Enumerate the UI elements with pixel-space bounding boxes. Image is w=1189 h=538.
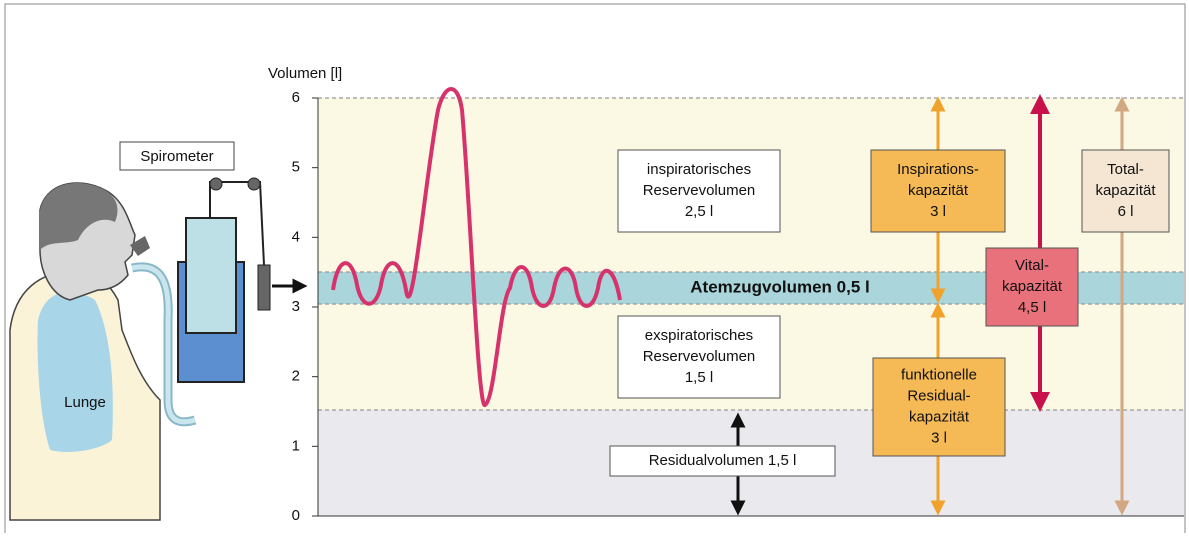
box-text: kapazität <box>1002 278 1063 295</box>
box-text: kapazität <box>1095 182 1156 199</box>
box-text: Total- <box>1107 161 1144 178</box>
y-tick-label: 4 <box>292 228 300 245</box>
illustration: Spirometer Lunge <box>9 141 308 521</box>
pulley <box>247 177 261 191</box>
box-text: 4,5 l <box>1018 299 1046 316</box>
spirometer-box <box>119 141 235 171</box>
lung-label: Lunge <box>64 394 106 411</box>
cord <box>209 181 265 266</box>
box-text: 6 l <box>1118 203 1134 220</box>
label-box <box>609 445 836 477</box>
box-text: exspiratorisches <box>645 327 753 344</box>
box-text: 3 l <box>931 429 947 446</box>
breathing-curve <box>331 87 622 408</box>
frame <box>4 3 1186 538</box>
box-text: 3 l <box>930 203 946 220</box>
box-text: 2,5 l <box>685 203 713 220</box>
box-text: Reservevolumen <box>643 182 756 199</box>
box-text: kapazität <box>909 408 970 425</box>
y-tick-label: 6 <box>292 89 300 106</box>
nose-clip <box>130 236 150 256</box>
y-tick-label: 1 <box>292 437 300 454</box>
y-tick-label: 5 <box>292 159 300 176</box>
box-text: Residual- <box>907 387 970 404</box>
bell <box>185 217 237 334</box>
box-text: funktionelle <box>901 366 977 383</box>
box-text: Vital- <box>1015 257 1049 274</box>
lung <box>37 291 113 452</box>
spirometer-label: Spirometer <box>140 148 213 165</box>
label-box <box>872 357 1006 457</box>
tidal-label: Atemzugvolumen 0,5 l <box>690 277 869 296</box>
box-text: Inspirations- <box>897 161 979 178</box>
box-text: inspiratorisches <box>647 161 751 178</box>
axis-label: Volumen [l] <box>268 65 342 82</box>
weight <box>257 264 271 311</box>
pulley <box>209 177 223 191</box>
box-text: kapazität <box>908 182 969 199</box>
label-box <box>870 149 1006 233</box>
y-tick-label: 2 <box>292 368 300 385</box>
y-tick-label: 0 <box>292 507 300 524</box>
box-text: 1,5 l <box>685 369 713 386</box>
y-tick-label: 3 <box>292 298 300 315</box>
label-box <box>985 247 1079 327</box>
box-text: Reservevolumen <box>643 348 756 365</box>
label-box <box>617 315 781 399</box>
hair <box>40 182 118 250</box>
label-box <box>1081 149 1170 233</box>
box-text: Residualvolumen 1,5 l <box>649 452 797 469</box>
label-box <box>617 149 781 233</box>
tube-inner <box>131 264 196 425</box>
